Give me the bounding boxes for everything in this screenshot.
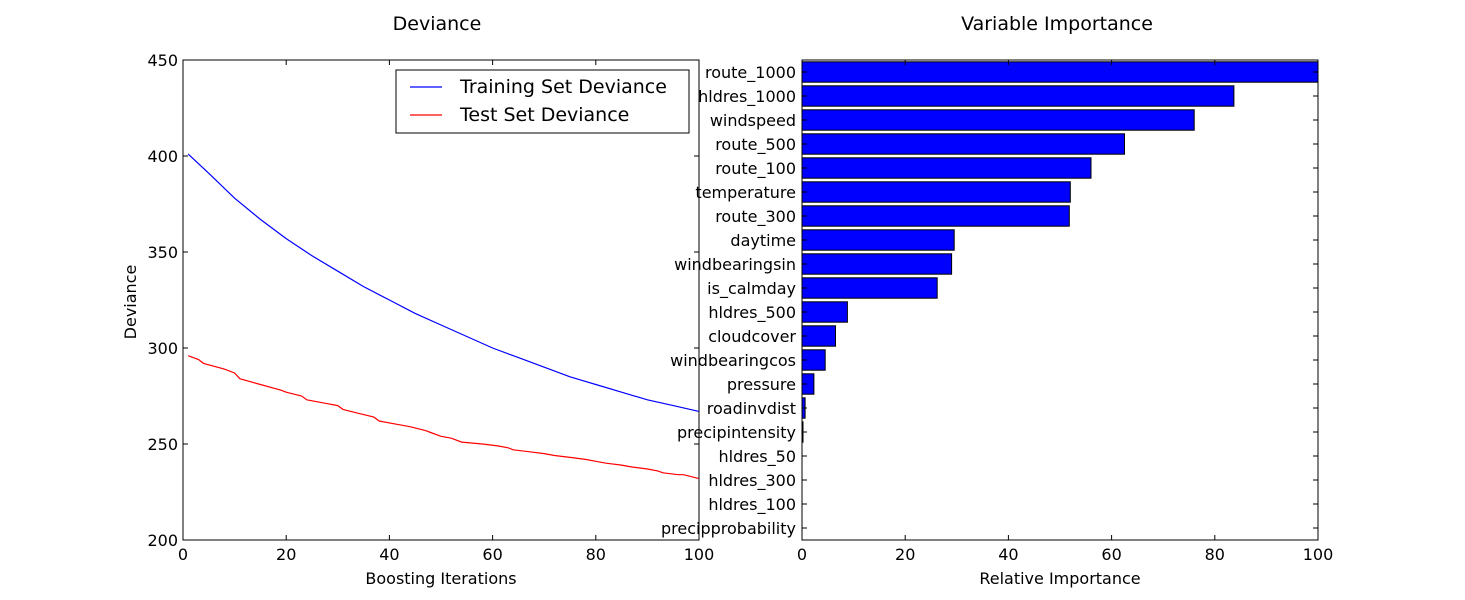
importance-category-label: pressure [727,375,796,394]
deviance-y-tick-label: 400 [147,147,178,166]
importance-bar-windbearingsin [801,253,953,275]
importance-category-label: hldres_100 [708,495,796,515]
deviance-y-tick-label: 450 [147,51,178,70]
importance-bar-cloudcover [801,325,836,347]
deviance-y-tick-label: 250 [147,435,178,454]
importance-category-label: hldres_1000 [698,87,796,107]
deviance-y-axis-label: Deviance [121,265,140,340]
deviance-x-tick-label: 100 [684,545,715,564]
importance-category-label: route_300 [715,207,796,227]
deviance-chart-title: Deviance [393,13,482,35]
importance-category-label: hldres_500 [708,303,796,323]
importance-category-label: is_calmday [707,279,796,299]
legend-label-test: Test Set Deviance [459,104,629,126]
importance-bar-temperature [801,181,1071,203]
test-set-deviance-line [187,355,700,480]
importance-bar-route-100 [801,157,1092,179]
importance-x-axis-label: Relative Importance [979,569,1140,588]
deviance-y-tick-label: 300 [147,339,178,358]
deviance-y-tick-label: 350 [147,243,178,262]
deviance-x-tick-label: 80 [586,545,606,564]
importance-category-label: windbearingsin [674,255,796,274]
deviance-x-tick-label: 20 [276,545,296,564]
importance-bar-daytime [801,229,955,251]
importance-x-tick-label: 100 [1303,545,1334,564]
importance-category-label: windbearingcos [670,351,796,370]
importance-ticks: route_1000hldres_1000windspeedroute_500r… [661,60,1333,564]
importance-x-tick-label: 0 [797,545,807,564]
legend-label-training: Training Set Deviance [459,76,667,98]
importance-x-tick-label: 80 [1205,545,1225,564]
deviance-ticks: 0 20 40 60 80 100 200 250 300 350 400 450 [147,51,714,564]
importance-bars [801,61,1319,443]
importance-category-label: daytime [730,231,796,250]
importance-bar-is-calmday [801,277,938,299]
importance-category-label: route_1000 [705,63,796,83]
deviance-y-tick-label: 200 [147,531,178,550]
importance-x-tick-label: 40 [998,545,1018,564]
variable-importance-chart: Variable Importance Relative Importance … [661,13,1333,588]
importance-category-label: precipprobability [661,519,796,538]
deviance-series-lines [187,153,700,480]
deviance-x-tick-label: 0 [178,545,188,564]
importance-category-label: hldres_50 [718,447,796,467]
importance-chart-title: Variable Importance [961,13,1153,35]
deviance-x-tick-label: 60 [482,545,502,564]
importance-category-label: roadinvdist [707,399,796,418]
importance-bar-hldres-500 [801,301,848,323]
importance-category-label: windspeed [710,111,796,130]
deviance-plot-frame [182,59,700,541]
importance-category-label: route_500 [715,135,796,155]
importance-category-label: precipintensity [677,423,796,442]
importance-bar-route-1000 [801,61,1319,83]
deviance-x-axis-label: Boosting Iterations [365,569,516,588]
importance-category-label: route_100 [715,159,796,179]
deviance-x-tick-label: 40 [379,545,399,564]
importance-category-label: temperature [695,183,796,202]
importance-bar-windspeed [801,109,1195,131]
training-set-deviance-line [187,153,700,412]
importance-bar-route-500 [801,133,1125,155]
importance-bar-hldres-1000 [801,85,1235,107]
importance-x-tick-label: 60 [1101,545,1121,564]
deviance-legend: Training Set Deviance Test Set Deviance [395,69,690,134]
importance-bar-route-300 [801,205,1070,227]
legend-box [395,69,690,134]
importance-category-label: hldres_300 [708,471,796,491]
importance-x-tick-label: 20 [895,545,915,564]
importance-category-label: cloudcover [708,327,796,346]
importance-plot-frame [801,59,1319,541]
